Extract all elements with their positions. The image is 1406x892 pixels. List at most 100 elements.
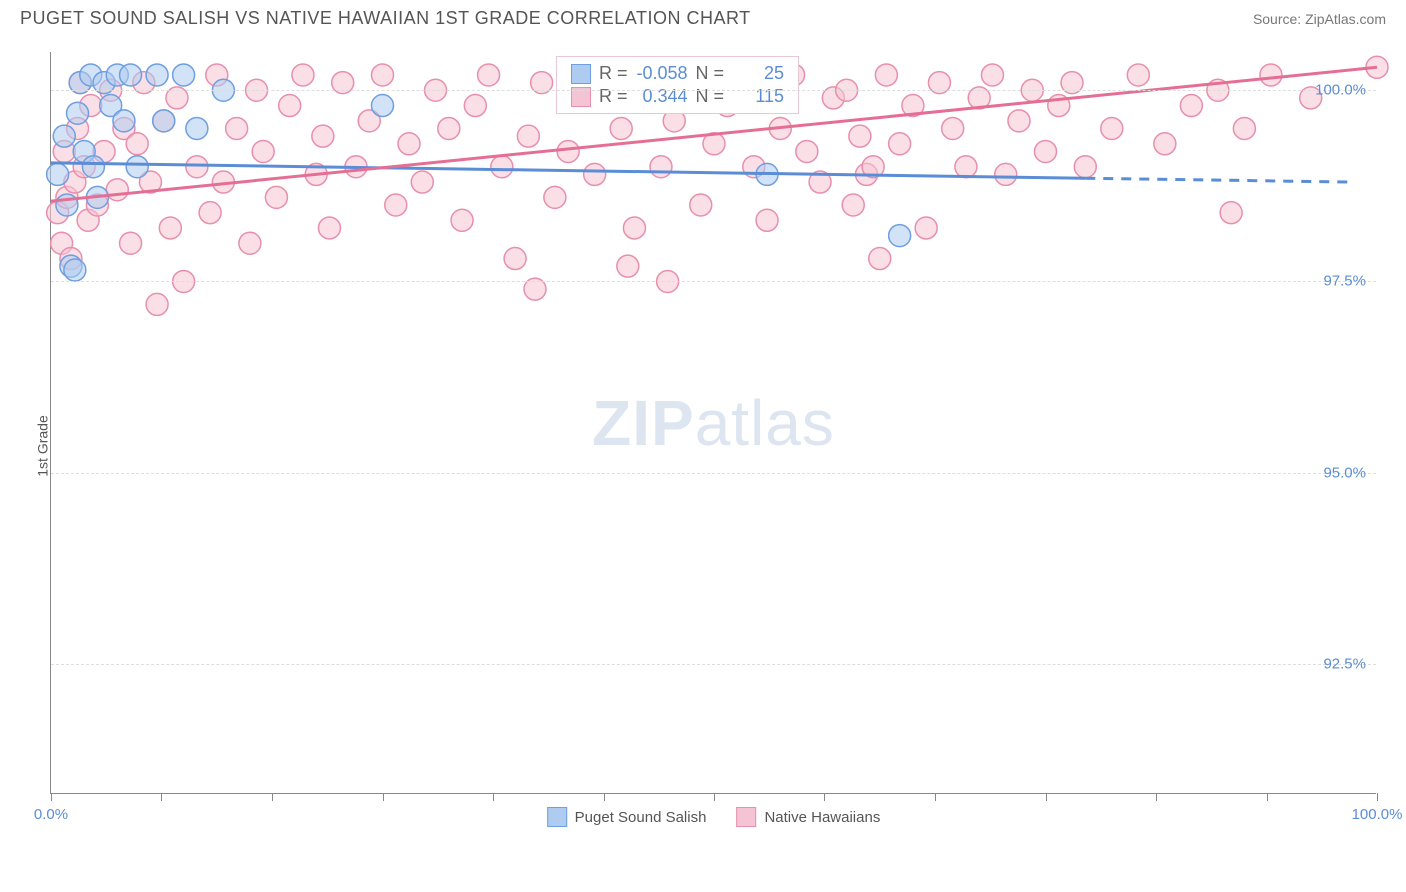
data-point [1127,64,1149,86]
x-tick-label: 100.0% [1352,806,1403,823]
x-tick [272,793,273,801]
y-tick-label: 95.0% [1323,464,1366,481]
data-point [544,186,566,208]
y-axis-label: 1st Grade [35,415,51,476]
data-point [47,163,69,185]
legend: Puget Sound Salish Native Hawaiians [547,807,881,827]
y-tick-label: 92.5% [1323,655,1366,672]
data-point [849,125,871,147]
data-point [67,102,89,124]
x-tick [161,793,162,801]
data-point [869,248,891,270]
data-point [106,179,128,201]
x-tick [604,793,605,801]
x-tick [493,793,494,801]
x-tick [824,793,825,801]
data-point [252,140,274,162]
data-point [385,194,407,216]
data-point [1220,202,1242,224]
data-point [942,117,964,139]
data-point [842,194,864,216]
y-tick-label: 97.5% [1323,273,1366,290]
data-point [915,217,937,239]
data-point [120,232,142,254]
data-point [120,64,142,86]
legend-item-series2: Native Hawaiians [736,807,880,827]
data-point [126,156,148,178]
stats-row-series2: R = 0.344 N = 115 [571,86,784,107]
source-attribution: Source: ZipAtlas.com [1253,11,1386,27]
data-point [372,64,394,86]
legend-item-series1: Puget Sound Salish [547,807,707,827]
data-point [82,156,104,178]
data-point [312,125,334,147]
data-point [623,217,645,239]
data-point [478,64,500,86]
data-point [239,232,261,254]
data-point [1035,140,1057,162]
gridline-h [51,281,1376,282]
trendline-series1-extrapolated [1085,178,1350,182]
data-point [146,293,168,315]
swatch-series1 [571,64,591,84]
data-point [113,110,135,132]
data-point [153,110,175,132]
gridline-h [51,664,1376,665]
x-tick [1156,793,1157,801]
data-point [398,133,420,155]
stats-row-series1: R = -0.058 N = 25 [571,63,784,84]
data-point [995,163,1017,185]
data-point [875,64,897,86]
data-point [889,133,911,155]
data-point [1008,110,1030,132]
x-tick [383,793,384,801]
data-point [955,156,977,178]
data-point [889,225,911,247]
y-tick-label: 100.0% [1315,82,1366,99]
scatter-svg [51,52,1376,793]
x-tick [935,793,936,801]
data-point [372,95,394,117]
data-point [1233,117,1255,139]
data-point [186,117,208,139]
data-point [53,125,75,147]
data-point [1074,156,1096,178]
data-point [1101,117,1123,139]
data-point [796,140,818,162]
data-point [617,255,639,277]
x-tick [1267,793,1268,801]
data-point [199,202,221,224]
data-point [491,156,513,178]
data-point [318,217,340,239]
data-point [451,209,473,231]
data-point [1180,95,1202,117]
x-tick [1377,793,1378,801]
data-point [517,125,539,147]
data-point [64,259,86,281]
data-point [411,171,433,193]
data-point [690,194,712,216]
data-point [292,64,314,86]
data-point [1154,133,1176,155]
correlation-stats-box: R = -0.058 N = 25 R = 0.344 N = 115 [556,56,799,114]
data-point [173,64,195,86]
data-point [126,133,148,155]
gridline-h [51,473,1376,474]
data-point [650,156,672,178]
data-point [584,163,606,185]
data-point [1260,64,1282,86]
legend-swatch-series1 [547,807,567,827]
chart-header: PUGET SOUND SALISH VS NATIVE HAWAIIAN 1S… [0,0,1406,33]
x-tick-label: 0.0% [34,806,68,823]
data-point [186,156,208,178]
data-point [557,140,579,162]
legend-swatch-series2 [736,807,756,827]
data-point [756,209,778,231]
data-point [981,64,1003,86]
data-point [504,248,526,270]
x-tick [714,793,715,801]
data-point [279,95,301,117]
data-point [464,95,486,117]
gridline-h [51,90,1376,91]
data-point [265,186,287,208]
